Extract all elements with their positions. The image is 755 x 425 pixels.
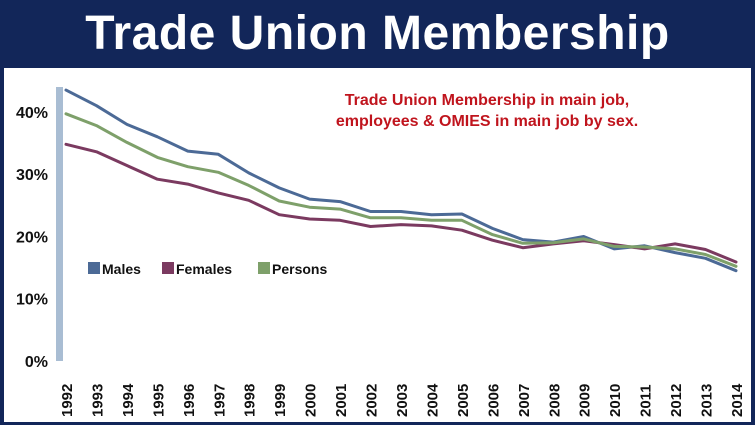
annotation-line-2: employees & OMIES in main job by sex.: [335, 113, 639, 130]
x-tick-label: 1994: [120, 383, 137, 417]
y-tick-label: 30%: [16, 167, 48, 184]
x-tick-label: 2004: [424, 383, 441, 417]
x-tick-label: 2006: [485, 384, 502, 417]
y-tick-label: 40%: [16, 105, 48, 122]
x-tick-label: 2013: [699, 384, 716, 417]
x-tick-label: 2005: [455, 384, 472, 417]
x-tick-label: 2007: [516, 384, 533, 417]
x-tick-label: 2012: [668, 384, 685, 417]
series-line-females: [64, 142, 738, 264]
x-tick-label: 2008: [546, 384, 563, 417]
x-tick-label: 1993: [89, 384, 106, 417]
legend-label: Females: [176, 261, 233, 277]
x-tick-label: 2002: [364, 384, 381, 417]
y-tick-label: 0%: [25, 354, 48, 371]
legend-swatch: [258, 262, 270, 274]
x-tick-label: 1992: [59, 384, 76, 417]
y-tick-label: 20%: [16, 229, 48, 246]
x-tick-label: 2011: [638, 384, 655, 417]
x-tick-label: 1999: [272, 384, 289, 417]
x-tick-label: 2003: [394, 384, 411, 417]
series-line-persons: [64, 112, 738, 268]
y-axis-line: [56, 87, 63, 361]
x-tick-label: 2000: [303, 384, 320, 417]
x-tick-label: 1998: [242, 384, 259, 417]
x-tick-label: 2009: [577, 384, 594, 417]
x-tick-label: 2001: [333, 384, 350, 417]
x-tick-label: 1996: [181, 384, 198, 417]
legend-label: Males: [102, 261, 141, 277]
x-tick-label: 1997: [211, 384, 228, 417]
x-tick-label: 2014: [729, 383, 746, 417]
legend-label: Persons: [272, 261, 328, 277]
legend-swatch: [88, 262, 100, 274]
legend-swatch: [162, 262, 174, 274]
page-title: Trade Union Membership: [85, 7, 670, 60]
x-tick-label: 2010: [607, 384, 624, 417]
x-tick-label: 1995: [150, 384, 167, 417]
y-tick-label: 10%: [16, 292, 48, 309]
chart-annotation: Trade Union Membership in main job, empl…: [292, 90, 682, 132]
annotation-line-1: Trade Union Membership in main job,: [344, 92, 630, 109]
